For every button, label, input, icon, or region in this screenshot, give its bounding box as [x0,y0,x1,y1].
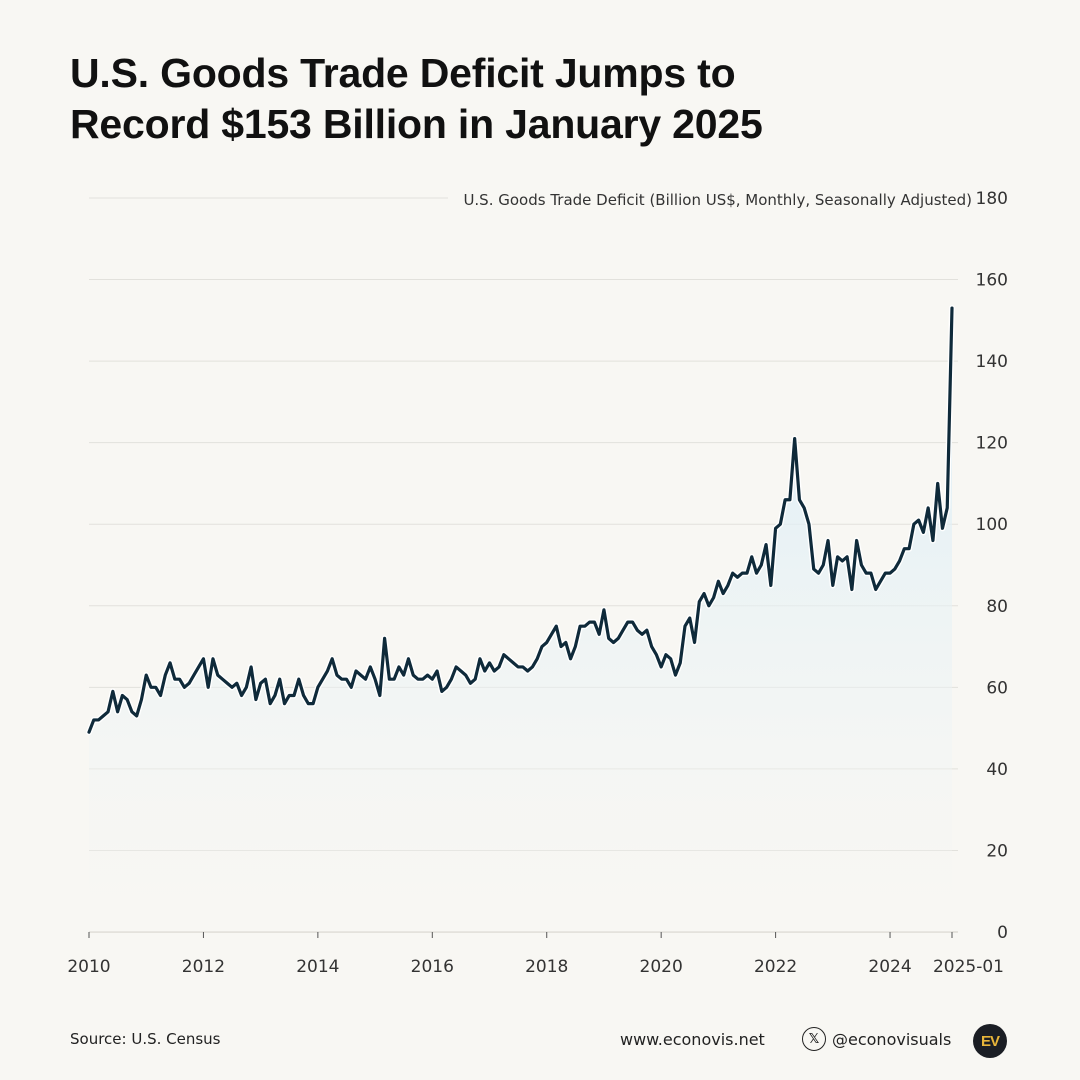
y-tick-label: 120 [976,434,1008,454]
series-area-fill [89,308,952,933]
x-tick-label: 2016 [411,957,454,977]
chart-title: U.S. Goods Trade Deficit Jumps to Record… [70,48,970,150]
y-axis-title: U.S. Goods Trade Deficit (Billion US$, M… [463,191,972,209]
y-tick-label: 0 [997,923,1008,943]
y-axis-ticks: 0 20 40 60 80 100 120 140 160 180 [976,189,1008,943]
y-tick-label: 60 [986,678,1008,698]
x-tick-label: 2018 [525,957,568,977]
y-tick-label: 80 [986,597,1008,617]
y-tick-label: 160 [976,271,1008,291]
y-tick-label: 40 [986,760,1008,780]
x-tick-label: 2014 [296,957,339,977]
x-axis-ticks: 2010 2012 2014 2016 2018 2020 2022 2024 2025-01 [67,932,1004,977]
x-icon: 𝕏 [802,1027,826,1051]
x-tick-label: 2022 [754,957,797,977]
x-tick-label: 2012 [182,957,225,977]
social-handle[interactable]: 𝕏 @econovisuals [802,1027,951,1051]
y-tick-label: 20 [986,841,1008,861]
title-line-2: Record $153 Billion in January 2025 [70,101,763,147]
social-handle-text: @econovisuals [832,1029,952,1049]
y-tick-label: 100 [976,515,1008,535]
y-tick-label: 140 [976,352,1008,372]
source-note: Source: U.S. Census [70,1030,221,1048]
x-tick-label: 2020 [640,957,683,977]
website-link[interactable]: www.econovis.net [620,1030,765,1049]
title-line-1: U.S. Goods Trade Deficit Jumps to [70,50,736,96]
series-line [87,306,954,734]
line-chart: U.S. Goods Trade Deficit (Billion US$, M… [67,189,1008,977]
brand-logo: EV [973,1024,1007,1058]
x-tick-label: 2025-01 [933,957,1004,977]
x-tick-label: 2010 [67,957,110,977]
y-tick-label: 180 [976,189,1008,209]
x-tick-label: 2024 [868,957,911,977]
